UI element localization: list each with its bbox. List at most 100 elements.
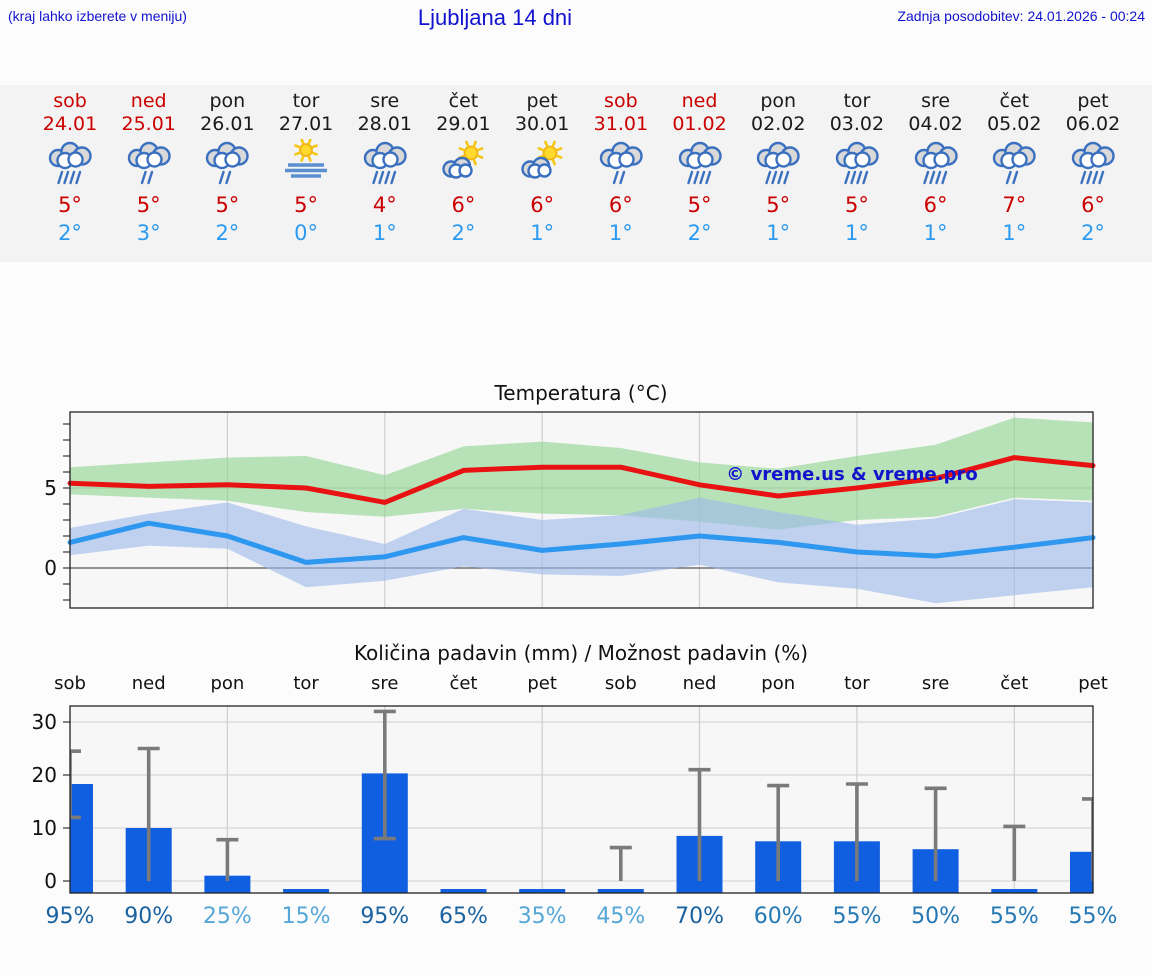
min-temp-line — [67, 520, 1096, 565]
precip-day-label: pet — [527, 673, 557, 694]
precip-probability: 60% — [753, 904, 803, 929]
precipitation-chart: 0 10 20 30 — [32, 705, 1094, 894]
weather-icon-wrap — [816, 139, 898, 191]
max-temp-line — [67, 455, 1096, 505]
precip-bar — [597, 889, 644, 893]
precip-ytick-label: 20 — [32, 763, 57, 787]
day-column-29.01: čet 29.01 6° 2° — [422, 90, 504, 247]
day-column-05.02: čet 05.02 7° 1° — [973, 90, 1055, 247]
day-name: sob — [604, 90, 638, 112]
weather-icon-wrap — [737, 139, 819, 191]
precip-probability: 65% — [439, 904, 488, 929]
day-date: 28.01 — [357, 113, 412, 135]
day-high-temp: 6° — [451, 193, 476, 217]
day-high-temp: 5° — [294, 193, 318, 217]
day-high-temp: 5° — [215, 193, 240, 217]
rain-heavy-icon — [48, 141, 92, 185]
rain-heavy-icon — [835, 141, 879, 185]
precip-bar — [519, 889, 566, 893]
day-high-temp: 6° — [923, 193, 948, 217]
rain-heavy-icon — [678, 141, 722, 185]
day-high-temp: 7° — [1002, 193, 1027, 217]
day-date: 04.02 — [908, 113, 963, 135]
day-column-01.02: ned 01.02 5° 2° — [659, 90, 741, 247]
precip-bar — [204, 875, 251, 893]
day-name: tor — [292, 90, 320, 112]
day-high-temp: 4° — [372, 193, 397, 217]
precip-day-label: tor — [293, 673, 319, 694]
rain-heavy-icon — [363, 141, 407, 185]
precip-probability: 25% — [202, 904, 252, 929]
precip-bar — [991, 889, 1038, 893]
fog-sun-icon — [285, 138, 328, 178]
precip-ytick-label: 30 — [32, 710, 57, 734]
day-column-26.01: pon 26.01 5° 2° — [186, 90, 268, 247]
weather-icon-wrap — [895, 139, 977, 191]
day-date: 29.01 — [436, 113, 491, 135]
weather-icon-wrap — [659, 139, 741, 191]
day-name: pon — [209, 90, 246, 112]
sun-cloud-icon — [521, 140, 563, 179]
day-name: sre — [921, 90, 951, 112]
day-column-28.01: sre 28.01 4° 1° — [344, 90, 426, 247]
rain-light-icon — [206, 141, 250, 185]
temperature-chart-title: Temperatura (°C) — [494, 381, 668, 405]
precip-ytick-label: 0 — [44, 869, 57, 893]
weather-icon-wrap — [265, 138, 347, 191]
day-name: tor — [843, 90, 871, 112]
day-low-temp: 0° — [294, 221, 318, 245]
day-low-temp: 2° — [687, 221, 712, 245]
day-low-temp: 1° — [766, 221, 791, 245]
rain-light-icon — [127, 141, 171, 185]
precip-probability: 55% — [1068, 904, 1118, 929]
weather-icon-wrap — [501, 139, 583, 191]
last-updated-text: Zadnja posodobitev: 24.01.2026 - 00:24 — [897, 8, 1145, 24]
day-high-temp: 5° — [136, 193, 161, 217]
day-low-temp: 1° — [844, 221, 869, 245]
precip-bars-group — [70, 709, 1093, 893]
rain-light-icon — [993, 141, 1036, 185]
precip-probability: 45% — [596, 904, 646, 929]
day-date: 03.02 — [829, 113, 885, 135]
day-date: 27.01 — [278, 113, 334, 135]
day-column-31.01: sob 31.01 6° 1° — [580, 90, 662, 247]
day-low-temp: 1° — [530, 221, 555, 245]
day-column-25.01: ned 25.01 5° 3° — [108, 90, 190, 247]
weather-icon-wrap — [29, 139, 111, 191]
day-date: 30.01 — [514, 113, 570, 135]
days-strip: sob 24.01 5° 2° ned 25.01 5° 3° pon 26.01 5° 2° tor 2… — [0, 85, 1152, 262]
precip-probability: 90% — [124, 904, 174, 929]
day-name: pon — [760, 90, 797, 112]
day-low-temp: 1° — [372, 221, 397, 245]
precip-bar — [283, 889, 330, 893]
day-column-03.02: tor 03.02 5° 1° — [816, 90, 898, 247]
day-high-temp: 6° — [530, 193, 555, 217]
precip-day-label: tor — [844, 673, 870, 694]
day-high-temp: 5° — [58, 193, 82, 217]
day-low-temp: 2° — [215, 221, 240, 245]
precip-day-label: pon — [210, 673, 245, 694]
weather-icon-wrap — [580, 139, 662, 191]
day-column-06.02: pet 06.02 6° 2° — [1052, 90, 1134, 247]
day-column-02.02: pon 02.02 5° 1° — [737, 90, 819, 247]
weather-icon-wrap — [108, 139, 190, 191]
weather-icon-wrap — [422, 139, 504, 191]
day-date: 24.01 — [42, 113, 98, 135]
rain-heavy-icon — [1071, 141, 1115, 185]
day-high-temp: 5° — [844, 193, 869, 217]
precip-bar — [1070, 851, 1093, 893]
day-name: sre — [370, 90, 400, 112]
day-low-temp: 3° — [136, 221, 161, 245]
precip-probability: 35% — [517, 904, 567, 929]
precip-probability-row: 95% 90% 25% 15% 95% 65% 35% 45% 70% 60% 55% 50% 55% 5… — [0, 904, 1152, 938]
min-temp-band — [70, 497, 1093, 604]
day-high-temp: 5° — [687, 193, 712, 217]
precip-bar — [440, 889, 487, 893]
precip-day-label: ned — [682, 673, 717, 694]
precip-probability: 55% — [832, 904, 882, 929]
rain-heavy-icon — [914, 141, 958, 185]
precip-day-label: sre — [371, 673, 399, 694]
precip-probability: 70% — [675, 904, 724, 929]
day-low-temp: 2° — [1081, 221, 1105, 245]
